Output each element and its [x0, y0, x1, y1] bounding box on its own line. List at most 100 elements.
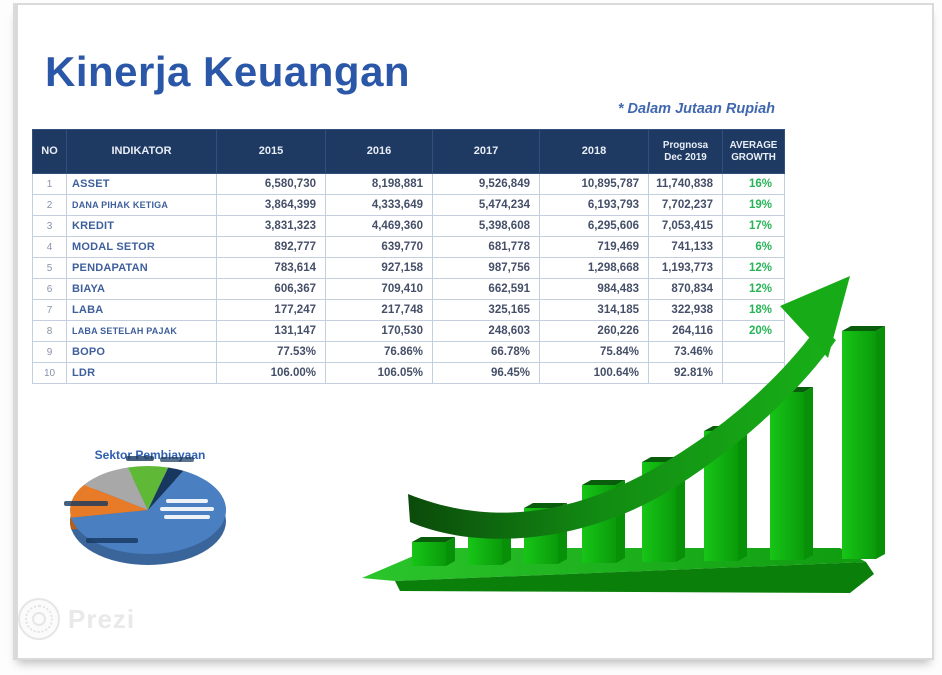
table-cell: 106.00%	[216, 362, 326, 384]
table-cell: 606,367	[216, 278, 326, 300]
pie-label-smudge-left	[64, 501, 108, 506]
table-cell: 870,834	[648, 278, 723, 300]
pie-label-smudge-in3	[164, 515, 210, 519]
table-cell: 9	[32, 341, 67, 363]
table-cell: BIAYA	[66, 278, 217, 300]
table-cell: 17%	[722, 215, 785, 237]
table-cell: 10,895,787	[539, 173, 649, 195]
table-cell: 20%	[722, 320, 785, 342]
table-cell: 1	[32, 173, 67, 195]
table-cell: 131,147	[216, 320, 326, 342]
table-cell: 10	[32, 362, 67, 384]
table-cell: 106.05%	[325, 362, 433, 384]
table-cell: 217,748	[325, 299, 433, 321]
table-cell: 639,770	[325, 236, 433, 258]
table-cell: 16%	[722, 173, 785, 195]
table-cell: 18%	[722, 299, 785, 321]
table-cell: 662,591	[432, 278, 540, 300]
table-row: 9 BOPO 77.53% 76.86% 66.78% 75.84% 73.46%	[32, 341, 785, 363]
col-header-growth: AVERAGE GROWTH	[722, 129, 785, 174]
pie-chart	[64, 456, 227, 565]
table-cell: 314,185	[539, 299, 649, 321]
prezi-wordmark: Prezi	[68, 603, 136, 634]
table-cell	[722, 341, 785, 363]
table-cell: 96.45%	[432, 362, 540, 384]
table-cell: 325,165	[432, 299, 540, 321]
table-cell: 709,410	[325, 278, 433, 300]
table-cell: 260,226	[539, 320, 649, 342]
table-cell: 6,580,730	[216, 173, 326, 195]
table-cell: 3,864,399	[216, 194, 326, 216]
table-cell: 11,740,838	[648, 173, 723, 195]
financial-table: NO INDIKATOR 2015 2016 2017 2018 Prognos…	[32, 129, 785, 384]
table-cell: 1,193,773	[648, 257, 723, 279]
pie-label-smudge-top1	[126, 456, 154, 461]
table-cell: 7	[32, 299, 67, 321]
table-cell: 1,298,668	[539, 257, 649, 279]
table-cell: 5	[32, 257, 67, 279]
table-cell: 987,756	[432, 257, 540, 279]
table-cell: LDR	[66, 362, 217, 384]
table-row: 3 KREDIT 3,831,323 4,469,360 5,398,608 6,295,…	[32, 215, 785, 237]
pie-label-smudge-bottom	[86, 538, 138, 543]
table-cell: 5,474,234	[432, 194, 540, 216]
prezi-watermark[interactable]: Prezi	[18, 598, 135, 640]
table-cell: 75.84%	[539, 341, 649, 363]
page-title: Kinerja Keuangan	[45, 48, 411, 95]
table-header-row: NO INDIKATOR 2015 2016 2017 2018 Prognos…	[32, 129, 785, 174]
table-cell: 8,198,881	[325, 173, 433, 195]
table-cell: 92.81%	[648, 362, 723, 384]
table-row: 4 MODAL SETOR 892,777 639,770 681,778 719,469…	[32, 236, 785, 258]
table-row: 2 DANA PIHAK KETIGA 3,864,399 4,333,649 5,47…	[32, 194, 785, 216]
table-cell: 8	[32, 320, 67, 342]
table-cell: 248,603	[432, 320, 540, 342]
table-cell: MODAL SETOR	[66, 236, 217, 258]
table-cell: 73.46%	[648, 341, 723, 363]
table-cell: 177,247	[216, 299, 326, 321]
table-cell: 4,469,360	[325, 215, 433, 237]
table-cell: 927,158	[325, 257, 433, 279]
pie-slice-navy	[148, 467, 184, 510]
table-cell: 719,469	[539, 236, 649, 258]
col-header-2018: 2018	[539, 129, 649, 174]
table-cell: 66.78%	[432, 341, 540, 363]
table-cell: 6,193,793	[539, 194, 649, 216]
table-cell: 6	[32, 278, 67, 300]
table-cell: ASSET	[66, 173, 217, 195]
pie-label-smudge-in2	[160, 507, 214, 511]
table-cell: 76.86%	[325, 341, 433, 363]
table-cell: 322,938	[648, 299, 723, 321]
table-cell: 741,133	[648, 236, 723, 258]
table-cell: 2	[32, 194, 67, 216]
prezi-logo-icon	[18, 598, 60, 640]
col-header-2017: 2017	[432, 129, 540, 174]
table-cell: 3	[32, 215, 67, 237]
table-body: 1 ASSET 6,580,730 8,198,881 9,526,849 10,895,…	[32, 173, 785, 384]
table-cell: 4,333,649	[325, 194, 433, 216]
pie-slice-green	[127, 465, 169, 510]
table-cell: LABA	[66, 299, 217, 321]
table-cell: BOPO	[66, 341, 217, 363]
table-cell: 984,483	[539, 278, 649, 300]
table-cell: 9,526,849	[432, 173, 540, 195]
table-cell: KREDIT	[66, 215, 217, 237]
table-row: 5 PENDAPATAN 783,614 927,158 987,756 1,298,66…	[32, 257, 785, 279]
table-cell: 892,777	[216, 236, 326, 258]
table-cell: DANA PIHAK KETIGA	[66, 194, 217, 216]
table-cell: 264,116	[648, 320, 723, 342]
table-row: 7 LABA 177,247 217,748 325,165 314,185 322,938…	[32, 299, 785, 321]
table-cell: 3,831,323	[216, 215, 326, 237]
col-header-2015: 2015	[216, 129, 326, 174]
table-cell: 7,053,415	[648, 215, 723, 237]
table-cell: 7,702,237	[648, 194, 723, 216]
table-cell: 77.53%	[216, 341, 326, 363]
pie-slice-orange	[70, 484, 148, 518]
table-row: 10 LDR 106.00% 106.05% 96.45% 100.64% 92.81%	[32, 362, 785, 384]
table-cell: 100.64%	[539, 362, 649, 384]
col-header-no: NO	[32, 129, 67, 174]
col-header-2016: 2016	[325, 129, 433, 174]
table-cell: PENDAPATAN	[66, 257, 217, 279]
table-cell: LABA SETELAH PAJAK	[66, 320, 217, 342]
table-cell: 4	[32, 236, 67, 258]
